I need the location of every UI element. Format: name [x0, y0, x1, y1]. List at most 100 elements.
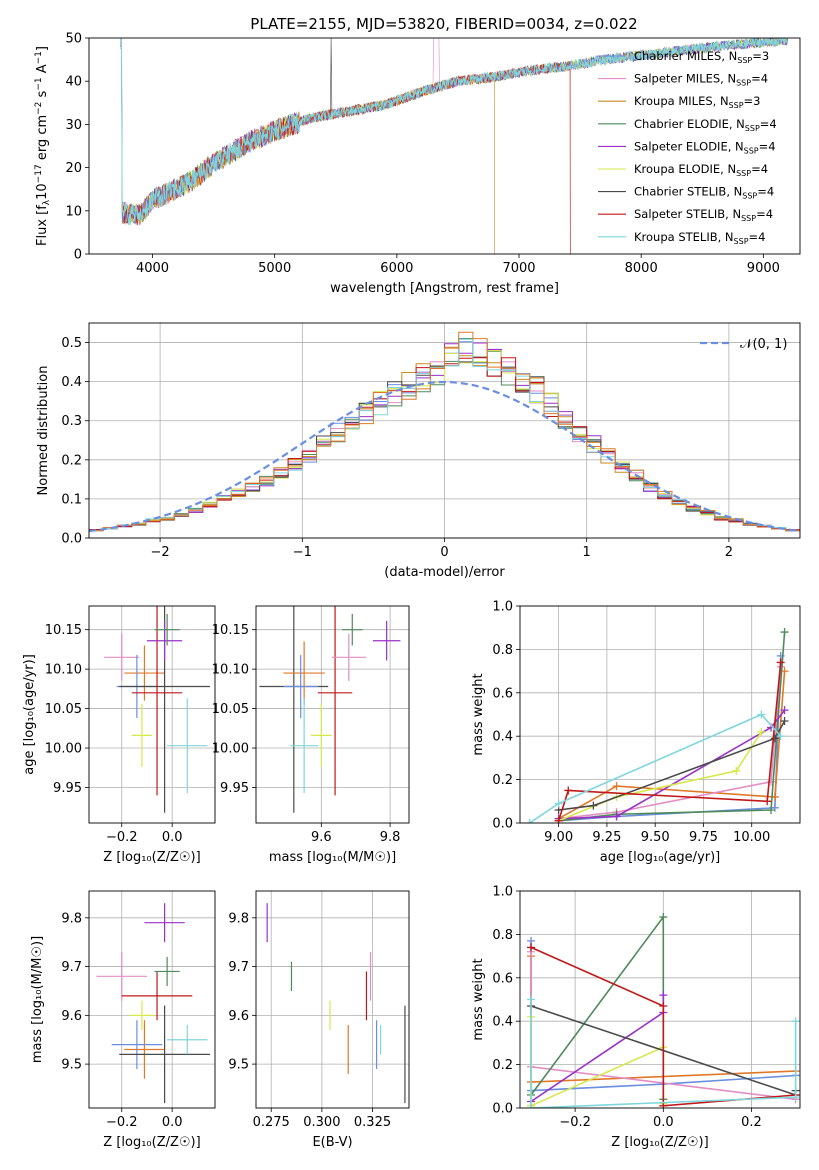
x-tick-label: 1: [583, 545, 591, 560]
legend-entry: Salpeter STELIB, NSSP=4: [634, 207, 773, 223]
x-tick-label: 9.6: [311, 830, 332, 845]
x-tick-label: 9.50: [641, 830, 670, 845]
weight-point: [659, 913, 668, 922]
mass-vs-metallicity-panel: −0.2 0.0 9.5 9.6 9.7 9.8 Z [log₁₀(Z/Z☉)] mass […: [30, 890, 216, 1150]
legend-entry: Salpeter MILES, NSSP=4: [634, 72, 768, 88]
legend-label: Kroupa ELODIE, N: [634, 162, 736, 176]
y-tick-label: 10.00: [45, 742, 82, 757]
y-tick-label: 9.8: [61, 911, 82, 926]
legend-entry: 𝒩(0, 1): [740, 337, 787, 352]
weight-point: [780, 717, 789, 726]
x-tick-label: 8000: [625, 261, 658, 276]
legend-entry: Kroupa MILES, NSSP=3: [634, 94, 760, 110]
legend-eq: =4: [749, 230, 766, 244]
legend-eq: =4: [757, 185, 774, 199]
y-tick-label: 0.4: [492, 730, 513, 745]
y-tick-label: 0: [74, 248, 82, 263]
legend-entry: Kroupa STELIB, NSSP=4: [634, 230, 765, 246]
y-tick-label: 0.4: [61, 375, 82, 390]
legend-eq: =4: [751, 162, 768, 176]
plot-area: [120, 38, 789, 254]
y-tick-label: 10.05: [212, 702, 249, 717]
y-tick-label: 30: [65, 118, 82, 133]
y-tick-label: 10.05: [45, 702, 82, 717]
x-tick-label: 2: [725, 545, 733, 560]
y-axis-label-part: −17: [34, 164, 44, 183]
plot-area: [527, 913, 800, 1108]
age-vs-metallicity-panel: −0.2 0.0 9.95 10.00 10.05 10.10 10.15 Z [log₁₀(…: [22, 605, 216, 865]
y-tick-label: 9.5: [228, 1058, 249, 1073]
legend-eq: =4: [751, 72, 768, 86]
plot-area: [96, 903, 210, 1104]
y-tick-label: 10.10: [45, 663, 82, 678]
weight-point: [763, 797, 772, 806]
spectrum-line-kroupa_stelib: [121, 38, 789, 226]
legend-label: Kroupa MILES, N: [634, 94, 729, 108]
x-axis-label: mass [log₁₀(M/M☉)]: [269, 850, 396, 865]
weight-point: [612, 782, 621, 791]
x-tick-label: 9.75: [689, 830, 718, 845]
legend-eq: =4: [759, 139, 776, 153]
x-axis-label: age [log₁₀(age/yr)]: [600, 850, 721, 865]
plot-area: [266, 903, 406, 1104]
y-tick-label: 0.4: [492, 1015, 513, 1030]
residuals-panel: −2 −1 0 1 2 0.0 0.1 0.2 0.3 0.4 0.5 (data-model)/er…: [36, 322, 801, 580]
axes-frame: [519, 890, 801, 1109]
y-tick-label: 0.3: [61, 414, 82, 429]
legend-eq: =3: [744, 94, 761, 108]
legend-sub: SSP: [729, 101, 744, 110]
x-tick-label: 0.275: [253, 1115, 290, 1130]
legend-entry: Kroupa ELODIE, NSSP=4: [634, 162, 768, 178]
y-axis-label: mass [log₁₀(M/M☉)]: [30, 936, 45, 1063]
weight-point: [791, 1017, 800, 1026]
x-tick-label: 0.0: [162, 1115, 183, 1130]
y-tick-label: 40: [65, 75, 82, 90]
y-axis-label: Normed distribution: [36, 366, 51, 496]
axes-frame: [88, 322, 801, 539]
plot-area: [525, 628, 789, 823]
x-tick-label: 7000: [502, 261, 535, 276]
plot-area: [89, 331, 800, 538]
weight-line-salpeter_elodie: [558, 709, 786, 820]
x-tick-label: 9.8: [380, 830, 401, 845]
x-tick-label: 9000: [747, 261, 780, 276]
axes-frame: [88, 890, 216, 1109]
weight-point: [757, 710, 766, 719]
legend-label: Chabrier ELODIE, N: [634, 117, 745, 131]
x-tick-label: 0: [440, 545, 448, 560]
y-tick-label: 9.7: [61, 960, 82, 975]
y-tick-label: 0.2: [492, 1058, 513, 1073]
y-tick-label: 0.6: [492, 686, 513, 701]
y-tick-label: 0.1: [61, 492, 82, 507]
weight-point: [527, 995, 536, 1004]
y-axis-label-part: s: [35, 90, 50, 101]
mass-vs-ebv-panel: 0.275 0.300 0.325 9.5 9.6 9.7 9.8 E(B-V): [228, 890, 410, 1150]
y-tick-label: 10.00: [212, 742, 249, 757]
legend-eq: =4: [756, 207, 773, 221]
weight-point: [525, 819, 534, 823]
legend-label: Salpeter MILES, N: [634, 72, 736, 86]
x-axis-label: wavelength [Angstrom, rest frame]: [330, 281, 559, 296]
weight-point: [791, 1093, 800, 1102]
y-tick-label: 9.7: [228, 960, 249, 975]
legend-label: Kroupa STELIB, N: [634, 230, 734, 244]
y-tick-label: 0.2: [492, 773, 513, 788]
x-tick-label: 10.00: [733, 830, 770, 845]
y-tick-label: 1.0: [492, 600, 513, 615]
y-tick-label: 10.15: [212, 623, 249, 638]
legend-sub: SSP: [736, 169, 751, 178]
y-tick-label: 0.0: [492, 817, 513, 832]
weight-point: [554, 799, 563, 808]
axes-frame: [88, 605, 216, 824]
y-axis-label-part: −2: [34, 102, 44, 115]
y-tick-label: 1.0: [492, 885, 513, 900]
y-tick-label: 10: [65, 204, 82, 219]
legend-sub: SSP: [736, 79, 751, 88]
x-axis-label: Z [log₁₀(Z/Z☉)]: [103, 1135, 200, 1150]
x-tick-label: 9.25: [592, 830, 621, 845]
axes-frame: [519, 605, 801, 824]
weight-point: [527, 943, 536, 952]
y-axis-label-part: −1: [34, 77, 44, 90]
x-tick-label: −0.2: [106, 1115, 138, 1130]
